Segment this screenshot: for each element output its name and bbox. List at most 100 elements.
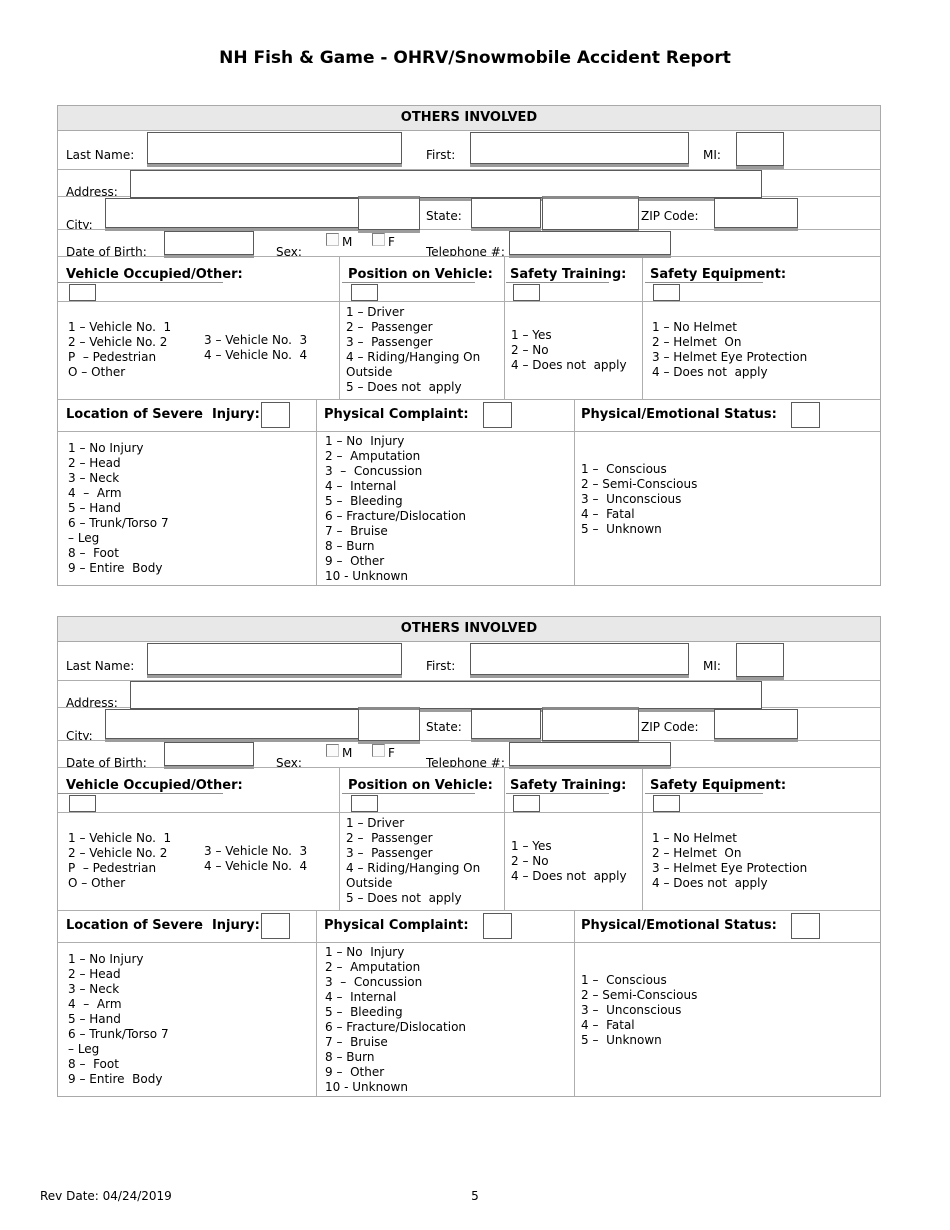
option-line: 8 – Burn [325, 539, 375, 553]
option-line: 2 – Passenger [346, 831, 433, 845]
safety-training-options: 1 – Yes 2 – No 4 – Does not apply [511, 328, 627, 373]
zip-label: ZIP Code: [641, 209, 699, 223]
option-line: 3 – Neck [68, 471, 120, 485]
middle-initial-label: MI: [703, 148, 721, 162]
date-of-birth-label: Date of Birth: [66, 756, 147, 767]
field-line [645, 793, 763, 794]
vehicle-occupied-code-box[interactable] [69, 284, 96, 301]
safety-training-code-box[interactable] [513, 795, 540, 812]
middle-initial-input[interactable] [736, 643, 784, 677]
zip-input[interactable] [714, 198, 798, 228]
city-input[interactable] [105, 709, 360, 739]
city-label: City: [66, 729, 93, 740]
position-on-vehicle-label: Position on Vehicle: [348, 267, 493, 282]
state-input[interactable] [471, 709, 541, 739]
sex-male-checkbox[interactable] [326, 744, 339, 757]
address-label: Address: [66, 185, 118, 196]
section-others-involved: OTHERS INVOLVED Last Name: First: MI: Ad… [57, 105, 881, 586]
option-line: 8 – Foot [68, 546, 119, 560]
option-line: 2 – Semi-Conscious [581, 477, 698, 491]
option-line: 4 – Vehicle No. 4 [204, 348, 308, 362]
option-line: 4 – Does not apply [511, 358, 627, 372]
date-of-birth-input[interactable] [164, 742, 254, 766]
option-line: 3 – Vehicle No. 3 [204, 844, 308, 858]
sex-female-checkbox[interactable] [372, 233, 385, 246]
option-line: 4 – Does not apply [652, 876, 768, 890]
position-on-vehicle-code-box[interactable] [351, 284, 378, 301]
option-line: 6 – Trunk/Torso 7 [68, 516, 169, 530]
last-name-input[interactable] [147, 132, 402, 164]
address-input[interactable] [130, 681, 762, 709]
state-input[interactable] [471, 198, 541, 228]
telephone-input[interactable] [509, 742, 671, 766]
first-name-input[interactable] [470, 643, 689, 675]
physical-complaint-label: Physical Complaint: [324, 918, 469, 933]
physical-complaint-code-box[interactable] [483, 913, 512, 939]
state-extra-input[interactable] [542, 707, 639, 741]
severe-injury-label: Location of Severe Injury: [66, 407, 260, 422]
option-line: 1 – No Injury [325, 434, 405, 448]
column-divider [504, 256, 505, 399]
option-line: 4 – Vehicle No. 4 [204, 859, 308, 873]
sex-male-label: M [342, 746, 353, 760]
option-line: 4 – Fatal [581, 1018, 635, 1032]
option-line: 1 – No Injury [68, 441, 144, 455]
city-label: City: [66, 218, 93, 229]
sex-female-label: F [388, 235, 395, 249]
city-input-extension[interactable] [358, 196, 420, 230]
option-line: 2 – Amputation [325, 960, 421, 974]
state-extra-input[interactable] [542, 196, 639, 230]
row-divider [58, 431, 880, 432]
zip-label: ZIP Code: [641, 720, 699, 734]
safety-training-label: Safety Training: [510, 267, 627, 282]
column-divider [316, 399, 317, 585]
column-divider [504, 767, 505, 910]
footer-rev-date: Rev Date: 04/24/2019 [40, 1189, 172, 1203]
physical-complaint-code-box[interactable] [483, 402, 512, 428]
emotional-status-label: Physical/Emotional Status: [581, 407, 777, 422]
row-divider [58, 740, 880, 741]
option-line: 3 – Passenger [346, 335, 433, 349]
severe-injury-code-box[interactable] [261, 913, 290, 939]
column-divider [339, 767, 340, 910]
middle-initial-label: MI: [703, 659, 721, 673]
zip-input[interactable] [714, 709, 798, 739]
telephone-input[interactable] [509, 231, 671, 255]
column-divider [642, 256, 643, 399]
option-line: 2 – Amputation [325, 449, 421, 463]
option-line: 9 – Entire Body [68, 1072, 163, 1086]
option-line: 1 – Driver [346, 816, 405, 830]
sex-male-checkbox[interactable] [326, 233, 339, 246]
date-of-birth-input[interactable] [164, 231, 254, 255]
emotional-status-code-box[interactable] [791, 402, 820, 428]
vehicle-occupied-code-box[interactable] [69, 795, 96, 812]
option-line: 2 – Helmet On [652, 335, 742, 349]
safety-training-code-box[interactable] [513, 284, 540, 301]
city-input[interactable] [105, 198, 360, 228]
address-label: Address: [66, 696, 118, 707]
first-name-input[interactable] [470, 132, 689, 164]
row-divider [58, 256, 880, 257]
safety-equipment-code-box[interactable] [653, 795, 680, 812]
telephone-label: Telephone #: [426, 245, 505, 256]
option-line: 1 – Yes [511, 328, 552, 342]
sex-female-checkbox[interactable] [372, 744, 385, 757]
city-input-extension[interactable] [358, 707, 420, 741]
option-line: Outside [346, 365, 393, 379]
last-name-input[interactable] [147, 643, 402, 675]
option-line: 6 – Fracture/Dislocation [325, 509, 467, 523]
severe-injury-code-box[interactable] [261, 402, 290, 428]
field-line [645, 282, 763, 283]
address-input[interactable] [130, 170, 762, 198]
middle-initial-input[interactable] [736, 132, 784, 166]
option-line: O – Other [68, 365, 126, 379]
physical-complaint-label: Physical Complaint: [324, 407, 469, 422]
position-on-vehicle-code-box[interactable] [351, 795, 378, 812]
section-others-involved: OTHERS INVOLVED Last Name: First: MI: Ad… [57, 616, 881, 1097]
option-line: 3 – Unconscious [581, 492, 682, 506]
emotional-status-code-box[interactable] [791, 913, 820, 939]
severe-injury-options: 1 – No Injury 2 – Head 3 – Neck 4 – Arm 5 – … [68, 952, 169, 1087]
telephone-label: Telephone #: [426, 756, 505, 767]
safety-equipment-code-box[interactable] [653, 284, 680, 301]
